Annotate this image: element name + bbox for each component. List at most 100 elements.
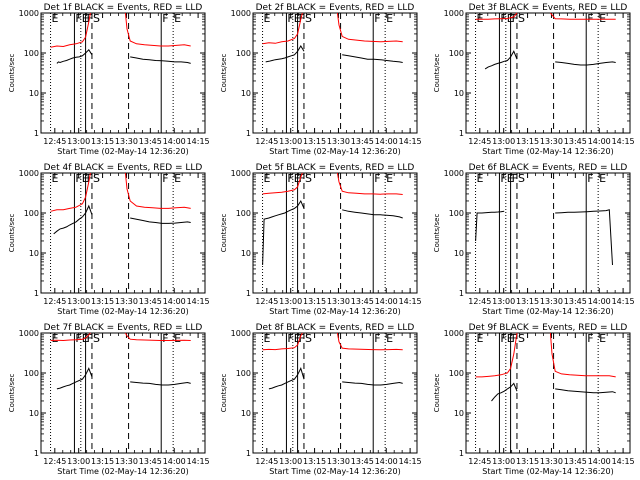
interval-marker-label: F — [299, 172, 305, 185]
x-tick-label: 13:15 — [91, 297, 114, 306]
y-tick-label: 1000 — [19, 329, 39, 338]
x-tick-label: 14:15 — [612, 457, 635, 466]
events-series-line — [491, 382, 518, 402]
interval-marker-label: E — [599, 172, 606, 185]
x-tick-label: 13:45 — [351, 457, 374, 466]
interval-marker-label: E — [52, 172, 59, 185]
plot-frame — [252, 172, 418, 294]
x-tick-label: 13:15 — [516, 297, 539, 306]
events-series-line — [555, 209, 613, 266]
y-tick-label: 1000 — [231, 169, 251, 178]
interval-marker-label: E — [174, 172, 181, 185]
x-tick-label: 13:00 — [279, 297, 302, 306]
panel-3: Det 3f BLACK = Events, RED = LLD 1 10 100 10… — [433, 3, 635, 156]
interval-marker-label: E — [264, 172, 271, 185]
y-tick-label: 1000 — [444, 169, 464, 178]
interval-marker-label: F — [299, 12, 305, 25]
panel-9: Det 9f BLACK = Events, RED = LLD 1 10 100 10… — [433, 323, 635, 476]
lld-series-line — [262, 332, 303, 351]
y-axis-label: Counts/sec — [8, 214, 16, 253]
interval-marker-label: F — [75, 12, 81, 25]
plot-frame — [40, 332, 206, 454]
y-tick-label: 10 — [454, 89, 464, 98]
plot-frame — [252, 12, 418, 134]
x-tick-label: 13:15 — [516, 137, 539, 146]
plot-frame — [40, 12, 206, 134]
x-tick-label: 12:45 — [468, 297, 491, 306]
y-tick-label: 1000 — [19, 169, 39, 178]
events-series-line — [56, 367, 93, 390]
events-series-line — [268, 367, 305, 390]
panel-title: Det 3f BLACK = Events, RED = LLD — [469, 3, 628, 13]
x-tick-label: 14:00 — [375, 137, 398, 146]
x-tick-label: 13:45 — [139, 297, 162, 306]
x-tick-label: 13:00 — [67, 457, 90, 466]
y-tick-label: 1000 — [231, 9, 251, 18]
interval-marker-label: E — [477, 172, 484, 185]
interval-marker-label: S — [93, 172, 100, 185]
events-series-line — [484, 50, 518, 70]
x-tick-label: 14:00 — [375, 457, 398, 466]
interval-marker-label: F — [75, 332, 81, 345]
y-axis-label: Counts/sec — [8, 54, 16, 93]
lld-series-line — [336, 12, 403, 43]
x-tick-label: 14:15 — [399, 137, 422, 146]
y-tick-label: 1 — [34, 129, 39, 138]
interval-marker-label: E — [52, 332, 59, 345]
panel-title: Det 8f BLACK = Events, RED = LLD — [256, 323, 415, 333]
x-tick-label: 12:45 — [43, 137, 66, 146]
x-tick-label: 12:45 — [255, 457, 278, 466]
lld-series-line — [336, 172, 403, 195]
y-tick-label: 1 — [246, 289, 251, 298]
x-tick-label: 13:00 — [492, 457, 515, 466]
interval-marker-label: E — [264, 332, 271, 345]
plot-frame — [252, 332, 418, 454]
x-tick-label: 12:45 — [255, 297, 278, 306]
y-axis-label: Counts/sec — [220, 214, 228, 253]
events-series-line — [475, 210, 505, 242]
panel-title: Det 1f BLACK = Events, RED = LLD — [44, 3, 203, 13]
y-axis-label: Counts/sec — [220, 374, 228, 413]
x-tick-label: 13:15 — [516, 457, 539, 466]
plot-frame — [465, 12, 631, 134]
plot-frame — [465, 172, 631, 294]
lld-series-line — [50, 12, 91, 48]
x-tick-label: 14:15 — [612, 297, 635, 306]
x-tick-label: 12:45 — [43, 457, 66, 466]
interval-marker-label: F — [75, 172, 81, 185]
panel-title: Det 5f BLACK = Events, RED = LLD — [256, 163, 415, 173]
interval-marker-label: E — [386, 332, 393, 345]
x-tick-label: 14:00 — [163, 297, 186, 306]
y-tick-label: 1 — [459, 449, 464, 458]
interval-marker-label: F — [587, 12, 593, 25]
y-tick-label: 100 — [449, 369, 464, 378]
y-tick-label: 100 — [24, 209, 39, 218]
x-axis-label: Start Time (02-May-14 12:36:20) — [482, 467, 613, 476]
x-tick-label: 13:45 — [351, 297, 374, 306]
y-tick-label: 1 — [246, 449, 251, 458]
interval-marker-label: E — [386, 172, 393, 185]
y-tick-label: 1000 — [444, 329, 464, 338]
x-axis-label: Start Time (02-May-14 12:36:20) — [269, 147, 400, 156]
x-tick-label: 13:45 — [351, 137, 374, 146]
interval-marker-label: S — [305, 12, 312, 25]
y-tick-label: 1 — [459, 289, 464, 298]
x-tick-label: 13:15 — [91, 137, 114, 146]
x-tick-label: 13:30 — [115, 137, 138, 146]
x-tick-label: 13:30 — [540, 457, 563, 466]
interval-marker-label: F — [512, 12, 518, 25]
x-tick-label: 14:15 — [399, 457, 422, 466]
y-tick-label: 100 — [449, 49, 464, 58]
interval-marker-label: E — [174, 332, 181, 345]
interval-marker-label: F — [587, 332, 593, 345]
x-tick-label: 13:45 — [564, 137, 587, 146]
x-tick-label: 13:30 — [540, 297, 563, 306]
x-tick-label: 12:45 — [43, 297, 66, 306]
panel-title: Det 4f BLACK = Events, RED = LLD — [44, 163, 203, 173]
panel-title: Det 2f BLACK = Events, RED = LLD — [256, 3, 415, 13]
events-series-line — [130, 381, 191, 386]
interval-marker-label: F — [299, 332, 305, 345]
x-axis-label: Start Time (02-May-14 12:36:20) — [482, 147, 613, 156]
interval-marker-label: S — [305, 172, 312, 185]
